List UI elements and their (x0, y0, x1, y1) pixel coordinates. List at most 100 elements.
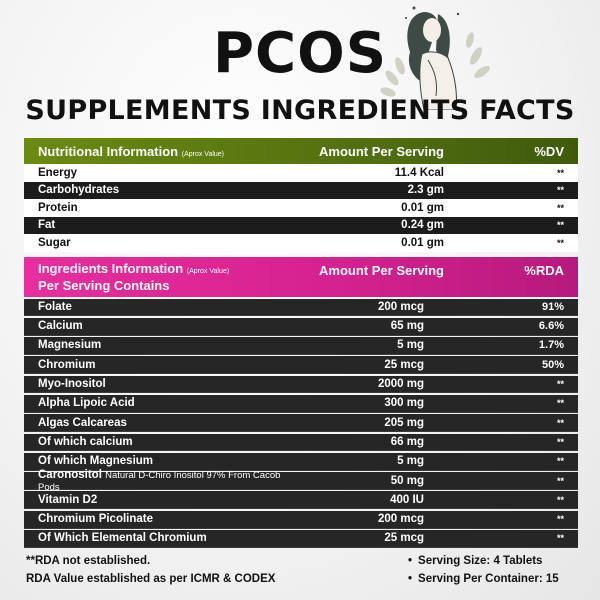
ingredient-rda: 50% (541, 358, 564, 371)
ingredient-rda: ** (556, 475, 564, 486)
ingredient-name-cell: Algas Calcareas (24, 417, 284, 429)
ingredient-amount: 66 mg (390, 435, 424, 448)
nutrition-header-note: (Aprox Value) (181, 150, 225, 158)
nutrition-header-dv: %DV (534, 143, 564, 159)
nutrition-header-amount: Amount Per Serving (319, 143, 444, 159)
nutrition-name: Fat (38, 219, 56, 232)
nutrition-amount: 0.24 gm (401, 219, 444, 232)
ingredient-amount: 65 mg (390, 320, 424, 333)
ingredient-name-cell: Magnesium (24, 339, 284, 351)
nutrition-dv: ** (556, 237, 564, 248)
ingredient-amount: 5 mg (397, 339, 424, 352)
ingredient-amount: 25 mcg (384, 358, 424, 371)
ingredient-rda: ** (556, 417, 564, 428)
serving-size: • Serving Size: 4 Tablets (408, 552, 559, 570)
nutrition-amount: 0.01 gm (401, 236, 444, 249)
ingredient-row: Caronositol Natural D-Chiro Inositol 97%… (24, 468, 578, 493)
footnote-rda: **RDA not established. (26, 555, 151, 567)
nutrition-row: Energy 11.4 Kcal ** (24, 164, 578, 182)
ingredient-row: Alpha Lipoic Acid 300 mg ** (24, 394, 578, 413)
ingredient-rda: ** (556, 494, 564, 505)
ingredient-name-cell: Calcium (24, 320, 284, 332)
ingredient-name-cell: Alpha Lipoic Acid (24, 397, 284, 409)
ingredient-rda: 1.7% (538, 339, 564, 352)
ingredient-row: Myo-Inositol 2000 mg ** (24, 375, 578, 394)
ingredient-row: Chromium 25 mcg 50% (24, 356, 578, 375)
ingredient-amount: 300 mg (384, 397, 424, 410)
nutrition-name: Carbohydrates (38, 184, 120, 197)
ingredient-name-cell: Of which calcium (24, 436, 284, 448)
ingredients-header-label: Ingredients Information (38, 260, 184, 276)
footnote-standard: RDA Value established as per ICMR & CODE… (26, 573, 276, 585)
nutrition-name: Sugar (38, 236, 71, 249)
ingredient-amount: 2000 mg (377, 378, 424, 391)
ingredient-name: Chromium (38, 358, 96, 371)
ingredient-row: Vitamin D2 400 IU ** (24, 491, 578, 510)
ingredient-row: Magnesium 5 mg 1.7% (24, 337, 578, 355)
nutrition-header-label: Nutritional Information (38, 143, 179, 159)
ingredient-row: Of which calcium 66 mg ** (24, 433, 578, 452)
nutrition-name: Energy (38, 166, 77, 179)
nutrition-row: Sugar 0.01 gm ** (24, 234, 578, 252)
ingredient-rda: ** (556, 436, 564, 447)
ingredient-rda: ** (556, 379, 564, 390)
ingredient-name: Chromium Picolinate (38, 513, 154, 526)
ingredient-rda: 6.6% (538, 320, 564, 333)
ingredients-header-label2: Per Serving Contains (38, 277, 170, 293)
serving-info: • Serving Size: 4 Tablets • Serving Per Co… (408, 552, 559, 588)
ingredient-name: Alpha Lipoic Acid (38, 397, 135, 410)
nutrition-dv: ** (556, 220, 564, 231)
ingredient-name: Folate (38, 300, 72, 313)
ingredient-rda: 91% (541, 300, 564, 313)
woman-illustration (380, 6, 490, 110)
ingredient-row: Calcium 65 mg 6.6% (24, 317, 578, 336)
nutrition-dv: ** (556, 185, 564, 196)
nutrition-row: Protein 0.01 gm ** (24, 199, 578, 217)
nutrition-header: Nutritional Information (Aprox Value) Am… (24, 138, 578, 164)
ingredient-rda: ** (556, 533, 564, 544)
ingredient-amount: 400 IU (390, 493, 424, 506)
ingredient-amount: 200 mcg (377, 513, 424, 526)
bullet: • (408, 573, 413, 585)
ingredient-amount: 5 mg (397, 455, 424, 468)
page-title: PCOS (212, 21, 388, 86)
ingredient-name: Of Which Elemental Chromium (38, 532, 207, 545)
ingredient-amount: 200 mcg (377, 300, 424, 313)
nutrition-amount: 2.3 gm (407, 184, 444, 197)
page-subtitle: SUPPLEMENTS INGREDIENTS FACTS (25, 95, 575, 126)
ingredient-rda: ** (556, 456, 564, 467)
ingredients-header: Ingredients Information (Aprox Value) Pe… (24, 257, 578, 297)
ingredient-name-cell: Chromium (24, 359, 284, 371)
ingredient-name: Of which calcium (38, 435, 133, 448)
ingredient-amount: 205 mg (384, 416, 424, 429)
ingredient-name: Magnesium (38, 339, 102, 352)
ingredient-row: Chromium Picolinate 200 mcg ** (24, 510, 578, 529)
ingredients-header-amount: Amount Per Serving (319, 263, 444, 278)
ingredient-note: Natural D-Chiro Inositol 97% From Cacob … (38, 469, 281, 493)
ingredient-rda: ** (556, 398, 564, 409)
nutrition-dv: ** (556, 167, 564, 178)
ingredients-header-col1: Ingredients Information (Aprox Value) Pe… (24, 260, 284, 293)
ingredient-name: Calcium (38, 320, 83, 333)
nutrition-row: Carbohydrates 2.3 gm ** (24, 181, 578, 199)
nutrition-row: Fat 0.24 gm ** (24, 216, 578, 234)
nutrition-name: Protein (38, 201, 78, 214)
ingredient-row: Of which Magnesium 5 mg ** (24, 452, 578, 471)
ingredient-name: Caronositol (38, 468, 102, 481)
serving-per-container-text: Serving Per Container: 15 (418, 573, 559, 585)
ingredient-name: Of which Magnesium (38, 455, 154, 468)
serving-size-text: Serving Size: 4 Tablets (418, 555, 543, 567)
ingredient-name-cell: Of Which Elemental Chromium (24, 532, 284, 544)
ingredient-name-cell: Folate (24, 301, 284, 313)
serving-per-container: • Serving Per Container: 15 (408, 570, 559, 588)
nutrition-table: Nutritional Information (Aprox Value) Am… (24, 138, 578, 252)
nutrition-dv: ** (556, 202, 564, 213)
ingredient-row: Algas Calcareas 205 mg ** (24, 414, 578, 433)
bullet: • (408, 555, 413, 567)
ingredient-rda: ** (556, 514, 564, 525)
nutrition-amount: 0.01 gm (401, 201, 444, 214)
nutrition-amount: 11.4 Kcal (394, 166, 444, 179)
ingredients-table: Ingredients Information (Aprox Value) Pe… (24, 257, 578, 548)
ingredient-name-cell: Vitamin D2 (24, 494, 284, 506)
nutrition-header-col1: Nutritional Information (Aprox Value) (24, 144, 284, 159)
